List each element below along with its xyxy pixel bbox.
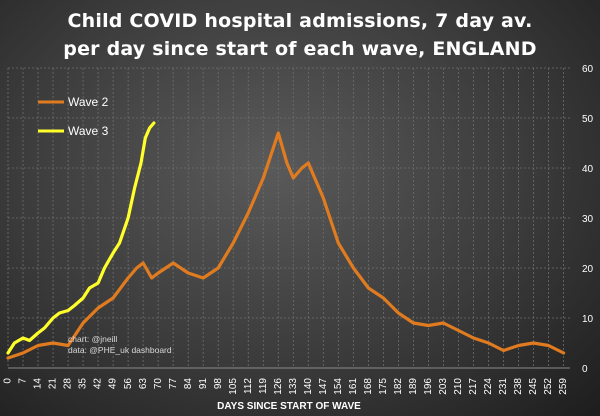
y-tick-label: 20 bbox=[582, 264, 594, 275]
x-tick-label: 175 bbox=[378, 378, 389, 395]
y-tick-label: 30 bbox=[582, 214, 594, 225]
x-tick-label: 28 bbox=[63, 378, 74, 390]
x-tick-label: 119 bbox=[258, 378, 269, 394]
series-line-wave-3 bbox=[6, 121, 156, 355]
x-tick-label: 126 bbox=[273, 378, 284, 395]
x-tick-label: 49 bbox=[108, 378, 119, 390]
y-tick-label: 0 bbox=[582, 364, 588, 375]
x-tick-label: 77 bbox=[168, 378, 179, 390]
chart-credit: data: @PHE_uk dashboard bbox=[68, 345, 172, 355]
x-tick-label: 112 bbox=[243, 378, 254, 394]
x-tick-label: 7 bbox=[18, 378, 29, 384]
x-tick-label: 105 bbox=[228, 378, 239, 395]
y-tick-label: 40 bbox=[582, 164, 594, 175]
x-tick-label: 35 bbox=[78, 378, 89, 390]
x-tick-label: 245 bbox=[528, 378, 539, 395]
x-axis-label: DAYS SINCE START OF WAVE bbox=[217, 401, 361, 412]
x-tick-label: 133 bbox=[288, 378, 299, 395]
x-tick-label: 182 bbox=[393, 378, 404, 395]
chart-title-line1: Child COVID hospital admissions, 7 day a… bbox=[67, 10, 533, 32]
x-tick-label: 56 bbox=[123, 378, 134, 390]
x-tick-label: 147 bbox=[318, 378, 329, 395]
y-tick-label: 50 bbox=[582, 114, 594, 125]
series-line-wave-2 bbox=[6, 131, 566, 360]
y-tick-label: 10 bbox=[582, 314, 594, 325]
x-tick-label: 84 bbox=[183, 378, 194, 390]
x-tick-label: 21 bbox=[48, 378, 59, 390]
x-tick-label: 0 bbox=[3, 378, 14, 384]
chart-credit: chart: @jneill bbox=[68, 334, 117, 344]
x-tick-label: 168 bbox=[363, 378, 374, 395]
x-tick-label: 231 bbox=[498, 378, 509, 395]
legend-label: Wave 2 bbox=[68, 95, 109, 109]
x-tick-label: 91 bbox=[198, 378, 209, 390]
x-tick-label: 161 bbox=[348, 378, 359, 395]
x-tick-label: 63 bbox=[138, 378, 149, 390]
x-tick-label: 217 bbox=[468, 378, 479, 395]
x-tick-label: 42 bbox=[93, 378, 104, 390]
x-tick-label: 210 bbox=[453, 378, 464, 395]
x-tick-label: 252 bbox=[543, 378, 554, 395]
x-tick-label: 98 bbox=[213, 378, 224, 390]
x-tick-label: 140 bbox=[303, 378, 314, 395]
x-tick-label: 203 bbox=[438, 378, 449, 395]
x-tick-label: 70 bbox=[153, 378, 164, 390]
chart-title-line2: per day since start of each wave, ENGLAN… bbox=[63, 38, 537, 60]
x-tick-label: 14 bbox=[33, 378, 44, 390]
y-tick-label: 60 bbox=[582, 64, 594, 75]
x-tick-label: 224 bbox=[483, 378, 494, 395]
x-tick-label: 238 bbox=[513, 378, 524, 395]
x-tick-label: 189 bbox=[408, 378, 419, 395]
legend-label: Wave 3 bbox=[68, 124, 109, 138]
x-tick-label: 196 bbox=[423, 378, 434, 395]
x-tick-label: 259 bbox=[558, 378, 569, 395]
x-tick-label: 154 bbox=[333, 378, 344, 395]
